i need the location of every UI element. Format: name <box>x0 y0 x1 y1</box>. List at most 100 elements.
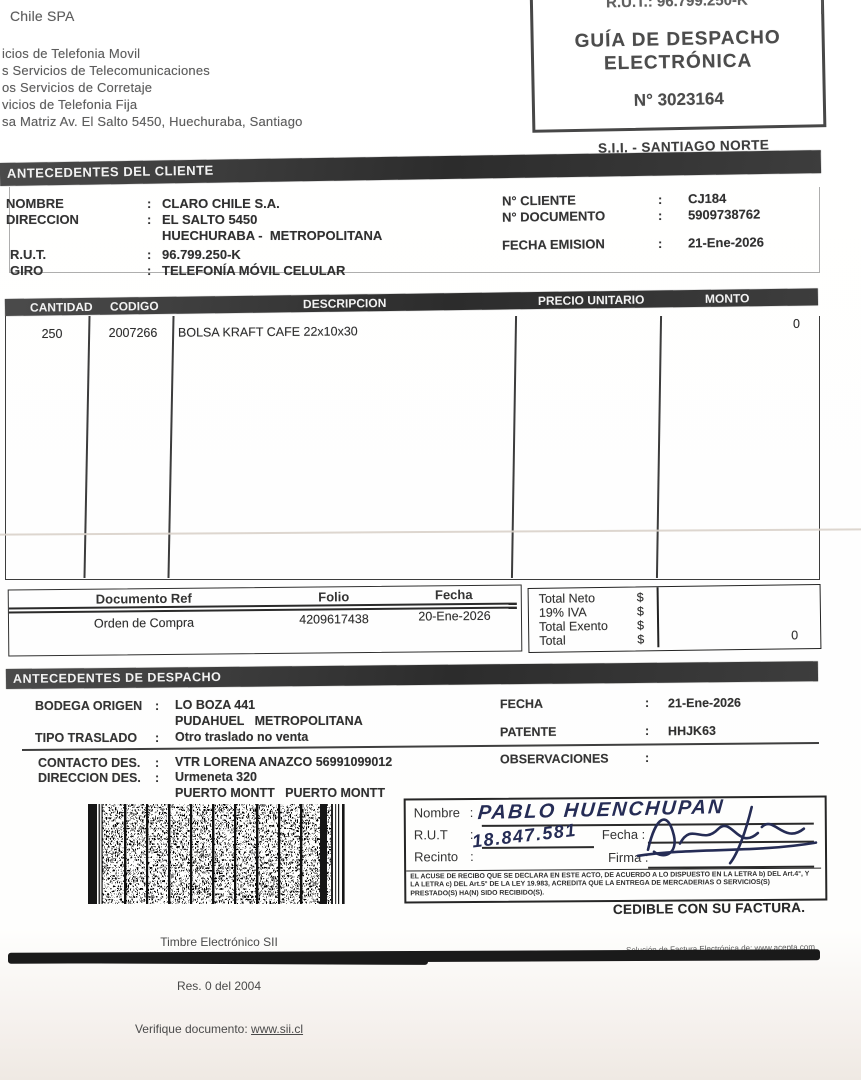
sii-url: www.sii.cl <box>251 1022 304 1036</box>
patente-label: PATENTE <box>499 724 557 740</box>
ref-documento-value: Orden de Compra <box>93 615 195 631</box>
items-table-body <box>5 316 820 580</box>
reference-table: Documento Ref Folio Fecha Orden de Compr… <box>7 584 523 657</box>
contacto-des-label: CONTACTO DES. <box>38 756 141 770</box>
items-header-monto: MONTO <box>704 291 750 306</box>
ref-fecha-value: 20-Ene-2026 <box>418 608 491 624</box>
item-cantidad: 250 <box>41 327 63 341</box>
total-exento-label: Total Exento <box>539 618 608 634</box>
colon: : <box>147 247 152 262</box>
currency-sign: $ <box>637 632 645 647</box>
document-type-box: R.U.T.: 96.799.250-K GUÍA DE DESPACHO EL… <box>529 0 827 133</box>
ref-header-fecha: Fecha <box>434 587 473 603</box>
colon: : <box>147 263 152 278</box>
bodega-origen-value2: PUDAHUEL METROPOLITANA <box>175 714 363 728</box>
dispatch-section-bar: ANTECEDENTES DE DESPACHO <box>5 661 819 689</box>
receipt-rut-label: R.U.T <box>413 827 448 843</box>
bodega-origen-value1: LO BOZA 441 <box>175 698 256 712</box>
fecha-emision-label: FECHA EMISION <box>501 236 605 253</box>
issuer-activity-line: s Servicios de Telecomunicaciones <box>2 63 210 78</box>
colon: : <box>658 208 663 223</box>
colon: : <box>645 696 650 710</box>
colon: : <box>155 699 160 713</box>
receipt-legal-text: EL ACUSE DE RECIBO QUE SE DECLARA EN EST… <box>406 867 822 903</box>
ncliente-value: CJ184 <box>687 190 727 207</box>
colon: : <box>155 771 160 785</box>
client-direccion-value2: HUECHURABA - METROPOLITANA <box>162 228 383 243</box>
iva-label: 19% IVA <box>538 605 587 620</box>
client-box <box>9 187 820 273</box>
colon: : <box>645 724 650 738</box>
stamp-verify-text: Verifique documento: <box>134 1022 252 1036</box>
colon: : <box>147 212 152 227</box>
client-rut-value: 96.799.250-K <box>162 247 241 262</box>
tipo-traslado-value: Otro traslado no venta <box>175 730 309 744</box>
direccion-des-value2: PUERTO MONTT PUERTO MONTT <box>175 786 385 800</box>
scan-artifact <box>821 0 823 14</box>
colon: : <box>658 236 663 251</box>
dispatch-section-title: ANTECEDENTES DE DESPACHO <box>12 669 222 686</box>
colon: : <box>658 192 663 207</box>
dispatch-fecha-label: FECHA <box>499 696 544 712</box>
issuer-address-line: sa Matriz Av. El Salto 5450, Huechuraba,… <box>2 114 303 129</box>
issuer-activity-line: vicios de Telefonia Fija <box>2 97 138 112</box>
items-header-cantidad: CANTIDAD <box>29 299 93 315</box>
currency-sign: $ <box>636 618 645 633</box>
contacto-des-value: VTR LORENA ANAZCO 56991099012 <box>175 755 393 769</box>
item-monto-value: 0 <box>793 317 800 331</box>
items-header-bar: CANTIDAD CODIGO DESCRIPCION PRECIO UNITA… <box>4 288 819 316</box>
ndocumento-label: N° DOCUMENTO <box>501 208 606 225</box>
tipo-traslado-label: TIPO TRASLADO <box>35 731 138 745</box>
stamp-caption: Timbre Electrónico SII Res. 0 del 2004 V… <box>78 906 360 1066</box>
stamp-line3: Verifique documento: www.sii.cl <box>78 1022 360 1037</box>
currency-sign: $ <box>636 590 644 605</box>
dispatch-fecha-value: 21-Ene-2026 <box>667 695 742 711</box>
direccion-des-label: DIRECCION DES. <box>38 771 141 785</box>
document-number: N° 3023164 <box>633 89 724 110</box>
total-neto-label: Total Neto <box>538 591 596 606</box>
receipt-nombre-label: Nombre <box>413 805 461 821</box>
issuer-company-name: Chile SPA <box>10 8 75 24</box>
totals-box: Total Neto $ 19% IVA $ Total Exento $ To… <box>527 583 822 654</box>
client-section-title: ANTECEDENTES DEL CLIENTE <box>6 162 214 181</box>
ref-folio-value: 4209617438 <box>299 612 369 627</box>
client-direccion-value1: EL SALTO 5450 <box>162 212 258 227</box>
client-giro-value: TELEFONÍA MÓVIL CELULAR <box>162 263 346 278</box>
observaciones-label: OBSERVACIONES <box>499 751 609 767</box>
colon: : <box>645 751 650 765</box>
ncliente-label: N° CLIENTE <box>501 192 576 209</box>
items-header-precio: PRECIO UNITARIO <box>537 292 645 309</box>
patente-value: HHJK63 <box>667 723 716 739</box>
receipt-box: Nombre : R.U.T : Recinto : Fecha : Firma… <box>403 795 828 904</box>
totals-divider <box>656 587 660 648</box>
issuer-activity-line: icios de Telefonia Movil <box>2 46 141 61</box>
ref-header-documento: Documento Ref <box>95 590 192 607</box>
colon: : <box>469 804 474 821</box>
items-header-codigo: CODIGO <box>109 298 159 314</box>
client-rut-label: R.U.T. <box>10 247 47 262</box>
fecha-emision-value: 21-Ene-2026 <box>687 234 764 251</box>
bodega-origen-label: BODEGA ORIGEN <box>35 699 143 713</box>
signature-handwriting <box>636 805 818 865</box>
dispatch-divider-line <box>21 742 819 751</box>
colon: : <box>155 731 160 745</box>
client-giro-label: GIRO <box>10 263 44 278</box>
item-codigo: 2007266 <box>108 326 158 340</box>
client-section-bar: ANTECEDENTES DEL CLIENTE <box>0 150 822 186</box>
items-header-descripcion: DESCRIPCION <box>302 296 387 312</box>
ndocumento-value: 5909738762 <box>687 206 761 223</box>
pdf417-barcode <box>88 804 345 904</box>
client-nombre-label: NOMBRE <box>6 196 64 211</box>
total-label: Total <box>539 633 566 648</box>
colon: : <box>155 756 160 770</box>
item-descripcion: BOLSA KRAFT CAFE 22x10x30 <box>177 324 358 340</box>
client-direccion-label: DIRECCION <box>6 212 79 227</box>
document-title-line2: ELECTRÓNICA <box>603 50 753 75</box>
direccion-des-value1: Urmeneta 320 <box>175 770 257 784</box>
ref-header-folio: Folio <box>318 589 350 605</box>
total-value: 0 <box>791 628 799 643</box>
currency-sign: $ <box>636 604 644 619</box>
client-nombre-value: CLARO CHILE S.A. <box>162 196 280 211</box>
issuer-rut: R.U.T.: 96.799.250-K <box>605 0 748 12</box>
